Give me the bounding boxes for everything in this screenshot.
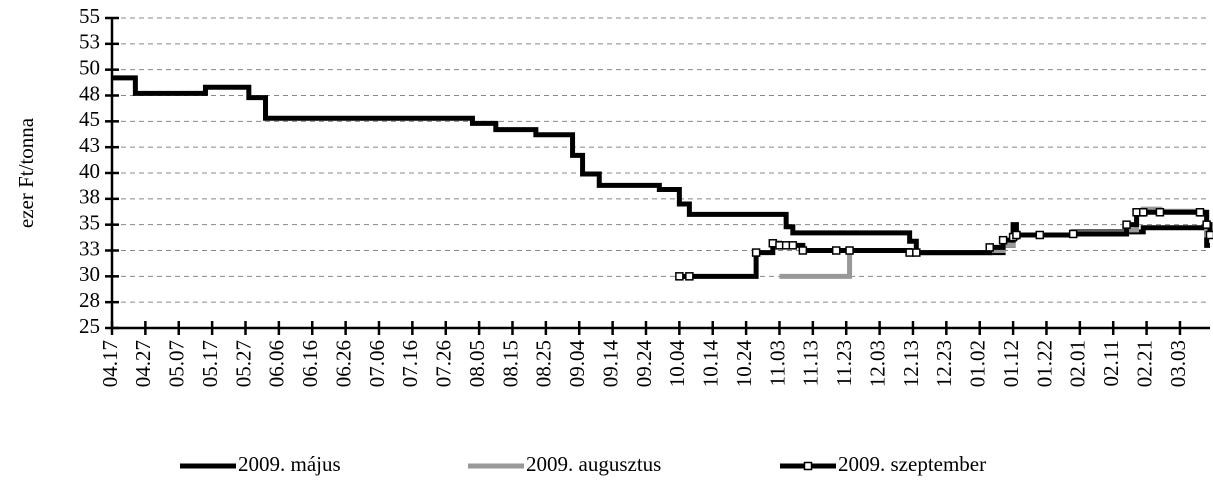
y-tick-label: 40: [79, 159, 100, 183]
x-tick-label: 03.03: [1166, 340, 1190, 387]
y-tick-label: 35: [79, 210, 100, 234]
series-line: [779, 206, 1210, 279]
point-marker: [1195, 208, 1205, 217]
point-marker: [751, 248, 761, 257]
x-tick-label: 06.06: [265, 340, 289, 387]
x-tick-label: 09.04: [565, 340, 589, 388]
point-marker: [1155, 208, 1165, 217]
legend-marker: [803, 461, 813, 471]
x-tick-label: 02.01: [1066, 340, 1090, 387]
x-tick-label: 05.27: [231, 340, 255, 387]
x-tick-label: 09.24: [632, 340, 656, 388]
y-tick-label: 33: [79, 236, 100, 260]
x-tick-label: 02.21: [1132, 340, 1156, 387]
legend-label: 2009. augusztus: [526, 452, 661, 476]
x-tick-label: 05.07: [165, 340, 189, 387]
x-tick-label: 09.14: [598, 340, 622, 388]
x-tick-label: 04.27: [131, 340, 155, 387]
point-marker: [675, 272, 684, 281]
point-marker: [845, 246, 854, 255]
y-axis-label: ezer Ft/tonna: [14, 117, 38, 228]
y-tick-label: 25: [79, 314, 100, 338]
point-marker: [912, 248, 921, 257]
y-tick-label: 30: [79, 262, 100, 286]
x-tick-label: 10.04: [665, 340, 689, 388]
y-tick-label: 50: [79, 55, 100, 79]
point-marker: [798, 246, 808, 255]
x-tick-label: 07.26: [432, 340, 456, 387]
point-marker: [998, 235, 1008, 245]
x-tick-label: 04.17: [98, 340, 122, 387]
x-tick-label: 01.02: [966, 340, 990, 387]
x-tick-label: 06.16: [298, 340, 322, 387]
y-tick-label: 48: [79, 81, 100, 105]
x-tick-label: 10.14: [699, 340, 723, 388]
point-marker: [1205, 230, 1213, 240]
y-tick-label: 55: [79, 4, 100, 28]
point-marker: [685, 272, 694, 281]
legend-label: 2009. május: [238, 452, 341, 476]
y-tick-label: 53: [79, 30, 100, 54]
x-tick-label: 11.23: [832, 340, 856, 386]
x-tick-label: 12.23: [932, 340, 956, 387]
series-line: [112, 75, 1210, 256]
x-tick-label: 12.03: [865, 340, 889, 387]
point-marker: [1202, 220, 1211, 229]
point-marker: [788, 241, 798, 250]
x-tick-label: 08.05: [465, 340, 489, 387]
y-tick-label: 43: [79, 133, 100, 157]
x-tick-label: 11.03: [765, 340, 789, 386]
x-tick-label: 08.15: [498, 340, 522, 387]
y-tick-label: 28: [79, 288, 100, 312]
x-tick-label: 07.16: [398, 340, 422, 387]
point-marker: [1035, 230, 1045, 240]
x-tick-label: 05.17: [198, 340, 222, 387]
point-marker: [831, 246, 841, 255]
y-tick-label: 45: [79, 107, 100, 131]
legend-label: 2009. szeptember: [838, 452, 986, 476]
x-tick-label: 01.22: [1032, 340, 1056, 387]
x-tick-label: 07.06: [365, 340, 389, 387]
point-marker: [985, 243, 994, 252]
point-marker: [1122, 220, 1131, 229]
x-tick-label: 12.13: [899, 340, 923, 387]
y-tick-label: 38: [79, 185, 100, 209]
x-tick-label: 01.12: [999, 340, 1023, 387]
x-tick-label: 06.26: [331, 340, 355, 387]
x-tick-label: 02.11: [1099, 340, 1123, 386]
x-tick-label: 10.24: [732, 340, 756, 388]
point-marker: [1012, 230, 1021, 240]
x-tick-label: 08.25: [532, 340, 556, 387]
x-tick-label: 11.13: [799, 340, 823, 386]
point-marker: [1139, 208, 1148, 217]
point-marker: [1068, 229, 1078, 239]
